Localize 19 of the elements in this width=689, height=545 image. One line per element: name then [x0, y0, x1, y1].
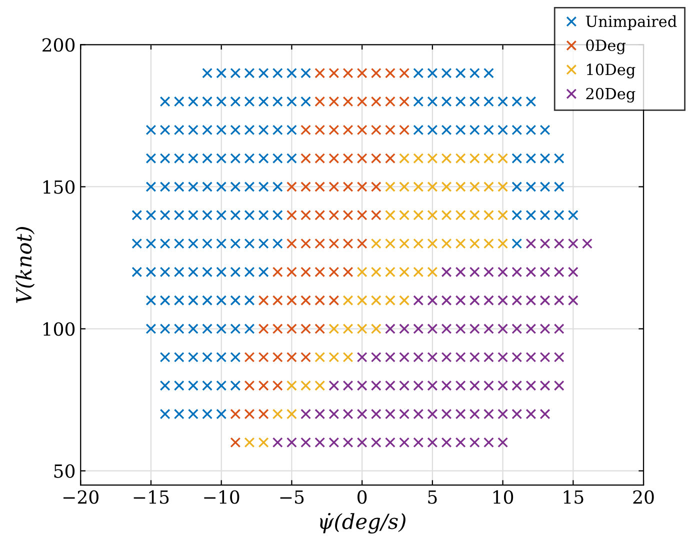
x-tick-label: 5 — [428, 490, 437, 504]
legend-label: 20Deg — [586, 88, 636, 103]
y-tick-label: 100 — [43, 322, 75, 336]
x-tick-label: 0 — [358, 490, 367, 504]
x-tick-label: −20 — [63, 490, 98, 504]
y-axis-title: V(knot) — [16, 227, 35, 303]
x-tick-label: 10 — [494, 490, 514, 504]
x-tick-label: −5 — [280, 490, 304, 504]
y-tick-label: 50 — [54, 464, 75, 478]
x-axis-title: ψ̇(deg/s) — [320, 512, 406, 534]
legend-label: Unimpaired — [586, 15, 677, 30]
x-tick-label: −15 — [134, 490, 169, 504]
x-tick-label: 20 — [633, 490, 654, 504]
y-tick-label: 150 — [43, 180, 75, 194]
legend-label: 0Deg — [586, 40, 626, 54]
x-tick-label: 15 — [564, 490, 584, 504]
x-tick-label: −10 — [204, 490, 240, 504]
legend-label: 10Deg — [587, 64, 636, 78]
y-tick-label: 200 — [42, 38, 75, 52]
